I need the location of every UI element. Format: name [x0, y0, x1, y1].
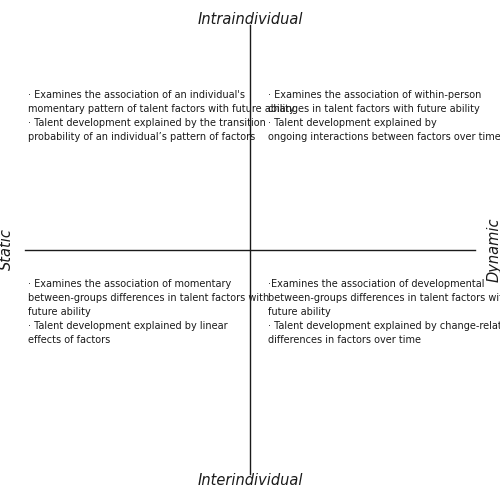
Text: Static: Static	[0, 229, 14, 270]
Text: · Examines the association of an individual's
momentary pattern of talent factor: · Examines the association of an individ…	[28, 90, 294, 142]
Text: · Examines the association of within-person
changes in talent factors with futur: · Examines the association of within-per…	[268, 90, 500, 142]
Text: Intraindividual: Intraindividual	[197, 12, 303, 27]
Text: ·Examines the association of developmental
between-groups differences in talent : ·Examines the association of development…	[268, 279, 500, 345]
Text: Dynamic: Dynamic	[486, 217, 500, 282]
Text: · Examines the association of momentary
between-groups differences in talent fac: · Examines the association of momentary …	[28, 279, 269, 345]
Text: Interindividual: Interindividual	[197, 473, 303, 488]
